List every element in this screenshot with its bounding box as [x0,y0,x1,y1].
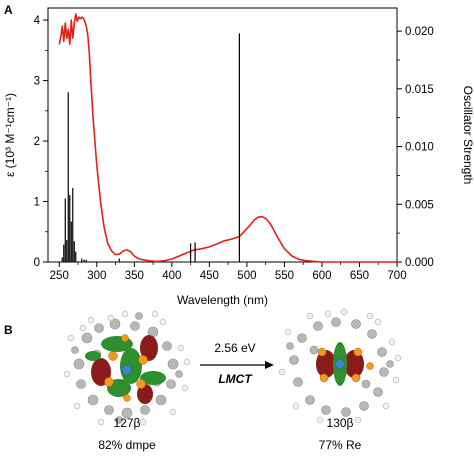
absorption-line [58,13,397,263]
absorption-chart: 250 300 350 400 450 500 550 600 650 700 0 1 2 3 4 0.000… [3,7,474,307]
x-tick-label: 250 [50,270,69,282]
left-orbital-name: 127β [114,416,141,430]
plot-frame [47,7,398,263]
x-tick-label: 650 [350,270,369,282]
x-tick-label: 550 [275,270,294,282]
transition-energy: 2.56 eV [214,341,255,355]
y2-tick-label: 0.015 [405,84,434,96]
left-orbital-composition: 82% dmpe [98,438,156,452]
x-tick-label: 500 [237,270,256,282]
y-tick-label: 0 [34,257,40,269]
right-orbital-name: 130β [327,416,354,430]
x-tick-label: 700 [387,270,406,282]
y2-tick-label: 0.010 [405,142,434,154]
left-orbital-image [63,310,191,426]
x-tick-label: 350 [125,270,144,282]
panel-b-label: B [4,323,13,337]
transition-type: LMCT [218,372,253,386]
x-tick-label: 300 [87,270,106,282]
x-tick-label: 400 [162,270,181,282]
panel-a-label: A [4,3,13,17]
y2-axis-title: Oscillator Strength [461,86,474,185]
y-tick-label: 3 [34,76,40,88]
y-axis-title: ε (10³ M⁻¹cm⁻¹) [3,93,17,177]
y2-tick-label: 0.020 [405,26,434,38]
x-tick-label: 450 [200,270,219,282]
y2-tick-label: 0.000 [405,257,434,269]
transition-arrow [200,361,274,369]
right-orbital-image [278,308,402,424]
y2-tick-label: 0.005 [405,199,434,211]
right-orbital-composition: 77% Re [319,438,362,452]
y-tick-label: 2 [34,136,40,148]
y-tick-label: 4 [34,15,41,27]
x-tick-label: 600 [312,270,331,282]
y-tick-label: 1 [34,197,40,209]
x-axis-title: Wavelength (nm) [177,293,268,307]
